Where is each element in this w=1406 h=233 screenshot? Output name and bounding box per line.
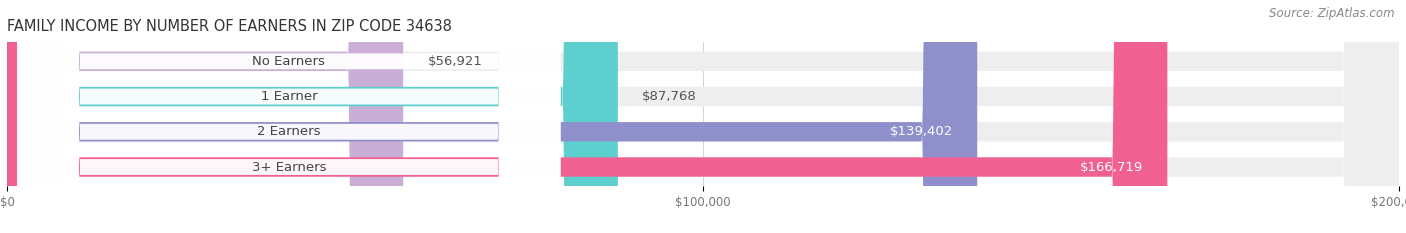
FancyBboxPatch shape xyxy=(17,0,561,233)
Text: Source: ZipAtlas.com: Source: ZipAtlas.com xyxy=(1270,7,1395,20)
FancyBboxPatch shape xyxy=(17,0,561,233)
FancyBboxPatch shape xyxy=(7,0,404,233)
Text: $166,719: $166,719 xyxy=(1080,161,1143,174)
Text: No Earners: No Earners xyxy=(253,55,325,68)
FancyBboxPatch shape xyxy=(17,0,561,233)
Text: $87,768: $87,768 xyxy=(643,90,697,103)
FancyBboxPatch shape xyxy=(7,0,1399,233)
FancyBboxPatch shape xyxy=(7,0,1399,233)
Text: 2 Earners: 2 Earners xyxy=(257,125,321,138)
FancyBboxPatch shape xyxy=(17,0,561,233)
Text: $56,921: $56,921 xyxy=(427,55,482,68)
FancyBboxPatch shape xyxy=(7,0,977,233)
FancyBboxPatch shape xyxy=(7,0,617,233)
Text: 1 Earner: 1 Earner xyxy=(260,90,318,103)
FancyBboxPatch shape xyxy=(7,0,1399,233)
FancyBboxPatch shape xyxy=(7,0,1399,233)
Text: $139,402: $139,402 xyxy=(890,125,953,138)
FancyBboxPatch shape xyxy=(7,0,1167,233)
Text: FAMILY INCOME BY NUMBER OF EARNERS IN ZIP CODE 34638: FAMILY INCOME BY NUMBER OF EARNERS IN ZI… xyxy=(7,19,451,34)
Text: 3+ Earners: 3+ Earners xyxy=(252,161,326,174)
